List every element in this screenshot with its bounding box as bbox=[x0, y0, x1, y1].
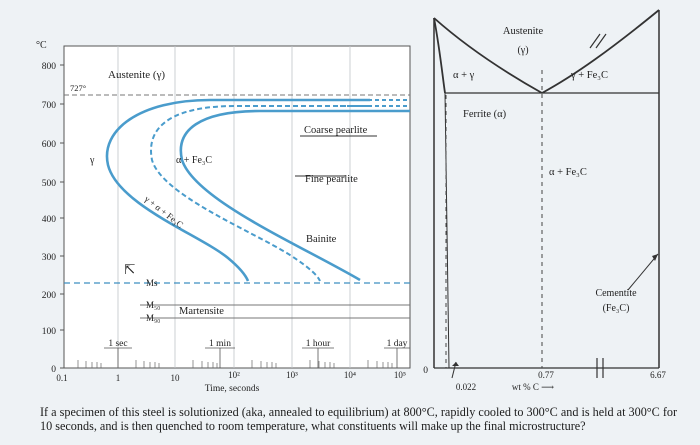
m90-label: M₉₀ bbox=[146, 313, 160, 323]
ttt-plot-area bbox=[63, 45, 411, 369]
xtick: 10³ bbox=[286, 370, 298, 380]
pd-x-label: wt % C ⟶ bbox=[512, 382, 554, 392]
ttt-y-ticks bbox=[60, 64, 64, 369]
ttt-x-minor-ticks bbox=[77, 360, 393, 368]
ytick: 700 bbox=[42, 101, 57, 111]
phase-diagram: Austenite (γ) α + γ γ + Fe₃C Ferrite (α)… bbox=[423, 9, 666, 392]
pd-x-0022: 0.022 bbox=[456, 382, 476, 392]
xtick: 10⁴ bbox=[344, 370, 356, 380]
ytick: 600 bbox=[42, 140, 57, 150]
break-mark-top bbox=[589, 33, 607, 49]
time-mark: 1 min bbox=[209, 339, 231, 349]
alpha-gamma-boundary bbox=[433, 17, 446, 94]
half-curve bbox=[150, 105, 370, 282]
coarse-pearlite-label: Coarse pearlite bbox=[304, 125, 368, 136]
bainite-label: Bainite bbox=[306, 234, 337, 245]
ttt-x-tick-labels: 0.1 1 10 10² 10³ 10⁴ 10⁵ bbox=[56, 370, 406, 383]
ms-label: Ms bbox=[146, 278, 158, 288]
acm-curve bbox=[541, 9, 660, 94]
cementite-arrow bbox=[627, 253, 659, 291]
ferrite-arrowhead bbox=[452, 362, 459, 366]
start-curve bbox=[105, 98, 370, 282]
ttt-x-label: Time, seconds bbox=[205, 384, 260, 394]
ytick: 500 bbox=[42, 179, 57, 189]
xtick: 1 bbox=[116, 373, 121, 383]
ytick: 400 bbox=[42, 215, 57, 225]
cementite-arrowhead bbox=[652, 254, 658, 261]
time-marks: 1 sec 1 min 1 hour 1 day bbox=[108, 339, 407, 349]
ttt-y-tick-labels: 800 700 600 500 400 300 200 100 0 bbox=[42, 62, 57, 375]
ytick: 200 bbox=[42, 291, 57, 301]
finish-curve bbox=[179, 109, 410, 282]
pd-x-zero: 0 bbox=[423, 366, 428, 376]
pd-x-667: 6.67 bbox=[650, 370, 666, 380]
time-mark: 1 sec bbox=[108, 339, 127, 349]
pd-austenite: Austenite bbox=[503, 26, 544, 37]
time-mark: 1 day bbox=[387, 339, 408, 349]
pd-cementite-formula: (Fe₃C) bbox=[603, 303, 630, 314]
gamma-label: γ bbox=[89, 155, 95, 166]
pd-ferrite: Ferrite (α) bbox=[463, 109, 507, 120]
fine-pearlite-label: Fine pearlite bbox=[305, 174, 358, 185]
a3-curve bbox=[433, 17, 543, 94]
xtick: 10⁵ bbox=[394, 370, 406, 380]
m50-label: M₅₀ bbox=[146, 300, 160, 310]
temp-unit: °C bbox=[36, 40, 47, 51]
ytick: 800 bbox=[42, 62, 57, 72]
pd-cementite: Cementite bbox=[595, 288, 637, 299]
xtick: 10 bbox=[171, 373, 181, 383]
eutectoid-temp: 727° bbox=[70, 83, 86, 93]
cursor-icon: ⇱ bbox=[124, 263, 136, 278]
ferrite-solvus bbox=[444, 92, 450, 369]
ytick: 100 bbox=[42, 327, 57, 337]
break-mark-bottom bbox=[596, 358, 604, 378]
time-mark: 1 hour bbox=[306, 339, 331, 349]
pd-gamma-fe3c: γ + Fe₃C bbox=[570, 70, 608, 81]
pd-alpha-gamma: α + γ bbox=[453, 70, 475, 81]
pd-gamma: (γ) bbox=[517, 45, 528, 56]
xtick: 10² bbox=[228, 370, 240, 380]
xtick: 0.1 bbox=[56, 373, 67, 383]
ytick: 0 bbox=[51, 365, 56, 375]
alpha-fe3c-label: α + Fe₃C bbox=[176, 155, 212, 166]
martensite-label: Martensite bbox=[179, 306, 224, 317]
pd-alpha-fe3c: α + Fe₃C bbox=[549, 167, 587, 178]
time-mark-lines bbox=[104, 347, 410, 368]
ttt-diagram: ⇱ °C 800 700 600 500 400 300 200 100 0 0… bbox=[36, 40, 411, 394]
pd-x-077: 0.77 bbox=[538, 370, 554, 380]
question-text: If a specimen of this steel is solutioni… bbox=[40, 405, 678, 433]
ytick: 300 bbox=[42, 253, 57, 263]
austenite-label: Austenite (γ) bbox=[108, 69, 165, 81]
